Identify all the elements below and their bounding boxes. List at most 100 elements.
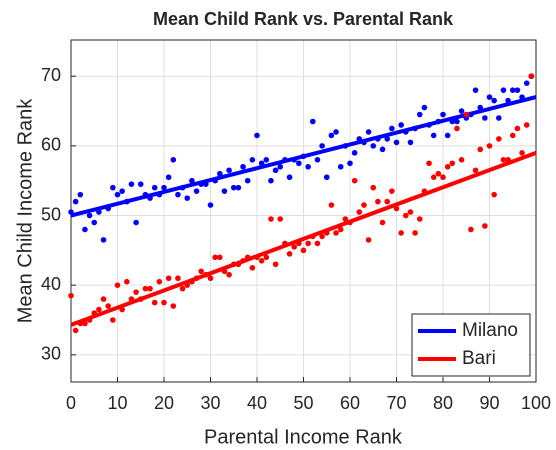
point: [110, 184, 116, 191]
point: [110, 317, 116, 323]
point: [421, 104, 428, 111]
point: [407, 139, 414, 146]
point: [333, 230, 339, 236]
point: [435, 170, 442, 177]
point: [514, 125, 521, 132]
point: [268, 216, 274, 222]
point: [426, 160, 432, 167]
point: [389, 188, 395, 194]
point: [407, 209, 414, 215]
trend-line: [70, 150, 537, 327]
point: [482, 223, 488, 229]
point: [491, 191, 497, 198]
legend-label: Bari: [462, 348, 496, 369]
point: [235, 184, 242, 191]
point: [342, 216, 349, 222]
point: [486, 143, 493, 149]
point: [375, 198, 381, 205]
point: [314, 157, 321, 163]
point: [384, 198, 391, 205]
point: [370, 143, 377, 149]
point: [323, 174, 330, 181]
point: [133, 289, 139, 295]
point: [133, 219, 139, 226]
point: [91, 219, 98, 226]
point: [72, 198, 79, 205]
point: [207, 275, 214, 282]
point: [389, 125, 395, 132]
point: [272, 261, 279, 268]
point: [170, 303, 177, 309]
x-tick-label: 0: [66, 393, 76, 413]
point: [151, 184, 158, 191]
point: [100, 296, 107, 302]
point: [393, 139, 400, 146]
y-tick-label: 60: [41, 135, 61, 155]
point: [128, 181, 135, 187]
point: [449, 160, 456, 167]
point: [268, 177, 274, 184]
point: [147, 285, 153, 292]
x-tick-label: 80: [433, 393, 453, 413]
point: [212, 254, 218, 261]
point: [472, 87, 479, 93]
point: [142, 285, 149, 292]
point: [440, 111, 446, 118]
point: [305, 240, 311, 247]
point: [500, 157, 507, 163]
y-tick-label: 50: [41, 204, 61, 224]
point: [179, 285, 186, 292]
point: [509, 132, 516, 139]
point: [528, 73, 535, 80]
point: [72, 327, 79, 334]
point: [496, 136, 502, 142]
point: [491, 97, 497, 104]
point: [165, 275, 172, 282]
x-tick-label: 100: [521, 393, 551, 413]
point: [379, 146, 386, 153]
x-tick-label: 40: [247, 393, 267, 413]
point: [523, 80, 530, 86]
point: [444, 163, 451, 170]
point: [161, 299, 167, 306]
point: [114, 191, 121, 198]
x-tick-label: 90: [479, 393, 499, 413]
point: [230, 184, 237, 191]
point: [454, 125, 460, 132]
point: [165, 174, 172, 181]
point: [254, 132, 260, 139]
point: [189, 177, 195, 184]
point: [496, 115, 502, 121]
point: [379, 219, 386, 226]
point: [249, 157, 256, 163]
point: [226, 167, 232, 174]
point: [82, 226, 88, 233]
point: [217, 254, 223, 261]
point: [263, 254, 270, 261]
point: [319, 233, 325, 240]
point: [412, 230, 418, 236]
point: [365, 129, 372, 135]
y-tick-label: 40: [41, 274, 61, 294]
x-tick-label: 20: [154, 393, 174, 413]
point: [114, 282, 121, 288]
trend-line: [70, 95, 537, 218]
point: [272, 167, 279, 174]
point: [519, 150, 525, 156]
point: [170, 157, 177, 163]
point: [398, 230, 404, 236]
point: [403, 212, 409, 219]
point: [477, 146, 484, 153]
point: [523, 122, 530, 128]
point: [500, 87, 507, 93]
point: [416, 216, 423, 222]
point: [207, 202, 214, 208]
point: [119, 188, 125, 194]
y-axis-label: Mean Child Income Rank: [14, 98, 36, 324]
point: [175, 191, 181, 198]
point: [328, 132, 335, 139]
point: [286, 174, 293, 181]
point: [77, 191, 84, 198]
point: [305, 163, 311, 170]
